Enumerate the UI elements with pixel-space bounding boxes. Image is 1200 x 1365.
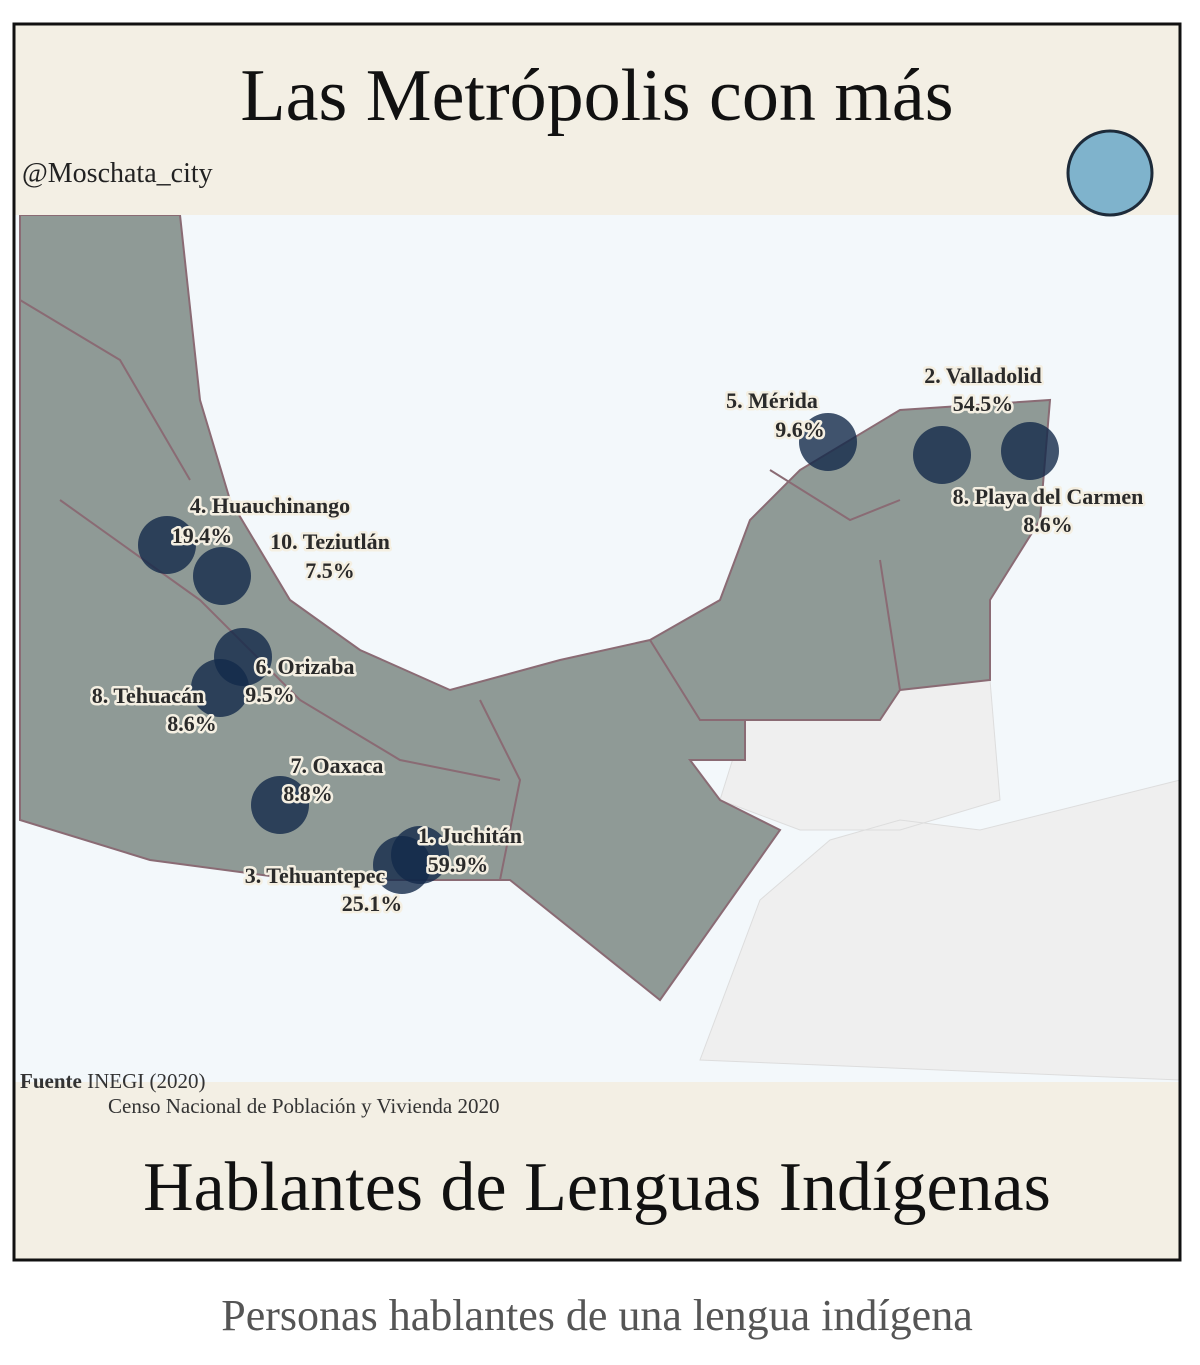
source-org: INEGI (2020)	[87, 1069, 205, 1093]
city-name: 1. Juchitán	[418, 823, 522, 848]
source: Fuente INEGI (2020)	[20, 1069, 205, 1093]
city-value: 8.6%	[167, 711, 217, 736]
source-detail: Censo Nacional de Población y Vivienda 2…	[108, 1094, 499, 1118]
city-marker	[138, 516, 196, 574]
city-name: 7. Oaxaca	[291, 753, 384, 778]
city-value: 25.1%	[342, 891, 403, 916]
city-marker	[799, 413, 857, 471]
city-name: 3. Tehuantepec	[245, 863, 386, 888]
city-value: 19.4%	[172, 523, 233, 548]
city-name: 6. Orizaba	[256, 654, 355, 679]
city-marker	[1001, 422, 1059, 480]
city-name: 8. Tehuacán	[92, 683, 205, 708]
city-value: 54.5%	[953, 391, 1014, 416]
city-value: 9.5%	[245, 682, 295, 707]
city-value: 8.8%	[283, 781, 333, 806]
caption: Personas hablantes de una lengua indígen…	[221, 1291, 972, 1340]
city-name: 2. Valladolid	[924, 363, 1041, 388]
cities: 1. Juchitán 59.9% 2. Valladolid 54.5% 3. Teh…	[89, 361, 1146, 919]
footer-title: Hablantes de Lenguas Indígenas	[143, 1149, 1051, 1226]
footer-band	[14, 1082, 1180, 1260]
city-marker	[251, 776, 309, 834]
city-value: 59.9%	[428, 852, 489, 877]
city-marker	[193, 547, 251, 605]
city-marker	[373, 836, 431, 894]
city-marker	[191, 659, 249, 717]
handle: @Moschata_city	[22, 158, 213, 189]
logo	[1066, 129, 1154, 217]
borders	[19, 299, 901, 881]
title: Las Metrópolis con más	[240, 55, 953, 137]
city-value: 9.6%	[775, 417, 825, 442]
city-name: 10. Teziutlán	[270, 529, 390, 554]
city-value: 7.5%	[305, 558, 355, 583]
city-name: 4. Huauchinango	[190, 493, 350, 518]
header-band	[14, 24, 1180, 215]
city-value: 8.6%	[1023, 512, 1073, 537]
frame	[12, 22, 1182, 1262]
city-name: 8. Playa del Carmen	[953, 484, 1144, 509]
city-name: 5. Mérida	[726, 388, 818, 413]
city-marker	[913, 426, 971, 484]
source-label: Fuente	[20, 1069, 82, 1093]
